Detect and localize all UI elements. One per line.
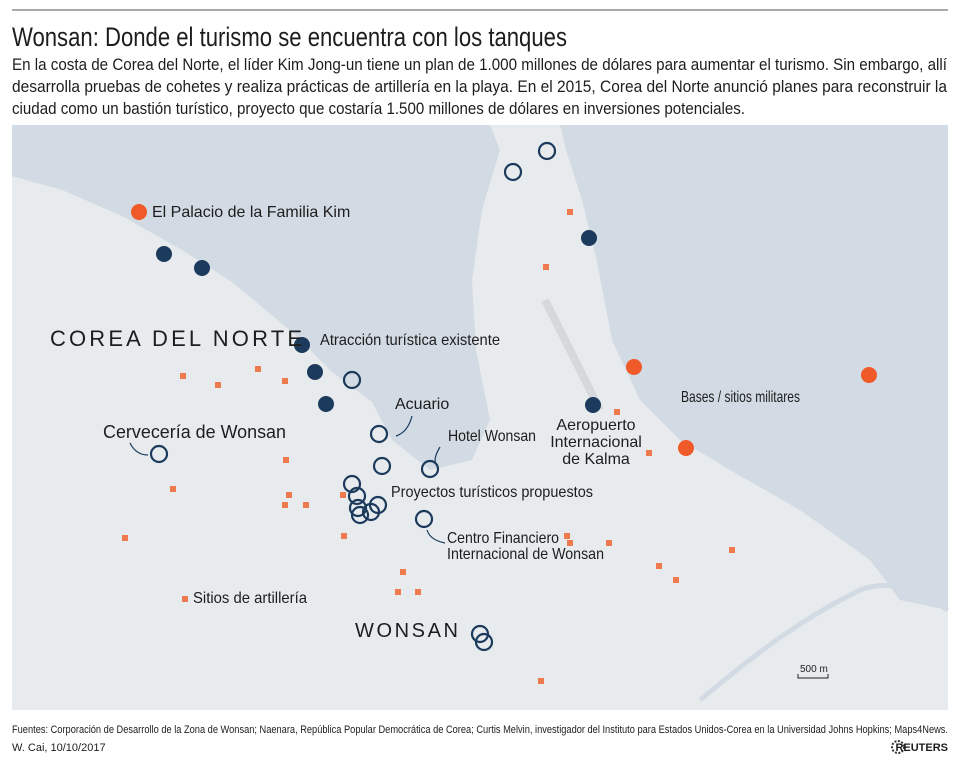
- map-label: Bases / sitios militares: [681, 389, 800, 406]
- title: Wonsan: Donde el turismo se encuentra co…: [12, 22, 567, 52]
- runway: [541, 298, 604, 412]
- map-label: Internacional: [550, 434, 642, 451]
- map-label: de Kalma: [562, 451, 630, 468]
- map-label: Cervecería de Wonsan: [103, 422, 286, 442]
- map: El Palacio de la Familia Kim COREA DEL N…: [12, 125, 950, 710]
- map-label: Aeropuerto: [556, 417, 635, 434]
- map-label: Acuario: [395, 396, 449, 413]
- country-label: COREA DEL NORTE: [50, 326, 302, 351]
- sea: [560, 125, 948, 610]
- logo-mark: [891, 740, 905, 754]
- proposed-projects: [149, 141, 557, 652]
- map-label: Atracción turística existente: [320, 332, 500, 349]
- artillery-sites: [122, 209, 735, 684]
- arrow: [129, 442, 149, 456]
- river: [698, 582, 950, 702]
- arrow: [395, 415, 413, 437]
- existing-attractions: [156, 230, 601, 413]
- arrow: [434, 446, 441, 467]
- military-bases: [131, 204, 877, 456]
- scale-label: 500 m: [800, 664, 828, 675]
- map-label: Centro Financiero: [447, 530, 559, 547]
- description-line: En la costa de Corea del Norte, el líder…: [12, 55, 947, 74]
- scale-bar: [797, 674, 829, 679]
- map-label: Internacional de Wonsan: [447, 546, 604, 563]
- city-label: WONSAN: [355, 620, 458, 642]
- description-line: ciudad como un bastión turístico, proyec…: [12, 99, 745, 118]
- map-label: Hotel Wonsan: [448, 428, 536, 445]
- logo: REUTERS: [895, 742, 948, 754]
- map-label: Sitios de artillería: [193, 590, 307, 607]
- arrow: [426, 529, 446, 544]
- credit: W. Cai, 10/10/2017: [12, 742, 106, 754]
- sources: Fuentes: Corporación de Desarrollo de la…: [12, 724, 948, 736]
- map-label: El Palacio de la Familia Kim: [152, 204, 350, 221]
- description-line: desarrolla pruebas de cohetes y realiza …: [12, 77, 947, 96]
- map-label: Proyectos turísticos propuestos: [391, 484, 593, 501]
